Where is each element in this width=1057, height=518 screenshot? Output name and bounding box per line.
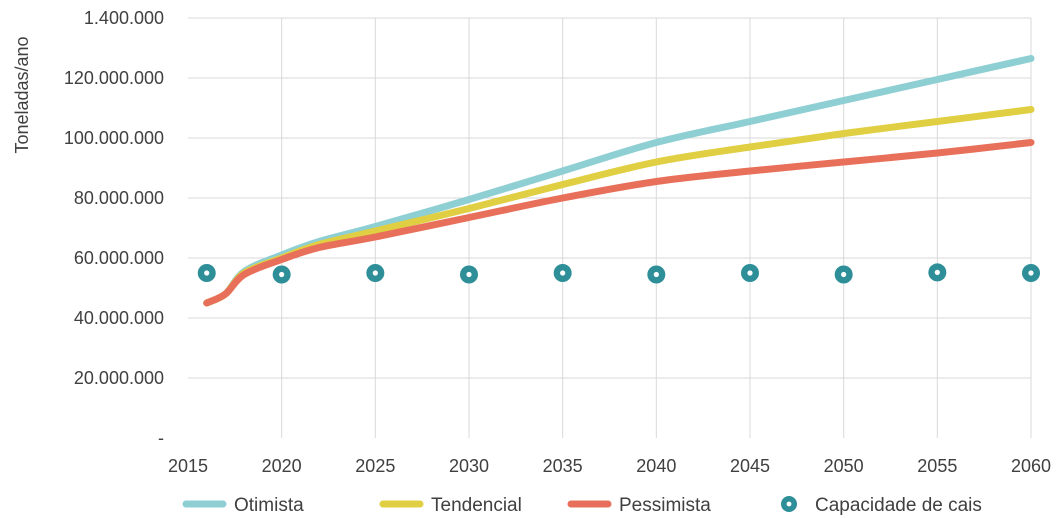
capacity-marker bbox=[741, 264, 759, 282]
capacity-marker-dot bbox=[466, 271, 472, 278]
y-axis-ticks: - 20.000.000 40.000.000 60.000.000 80.000.00… bbox=[64, 8, 164, 448]
grid bbox=[188, 17, 1032, 438]
x-tick-label: 2055 bbox=[917, 456, 957, 476]
capacity-marker-dot bbox=[279, 271, 285, 278]
x-tick-label: 2025 bbox=[355, 456, 395, 476]
capacity-marker bbox=[366, 264, 385, 282]
y-tick-label: 1.400.000 bbox=[84, 8, 164, 28]
legend-label: Pessimista bbox=[619, 495, 711, 516]
y-tick-label: 40.000.000 bbox=[74, 308, 164, 328]
legend-item: Tendencial bbox=[379, 495, 522, 516]
legend: Otimista Tendencial Pessimista Capacidade d… bbox=[182, 495, 982, 516]
y-tick-label: 60.000.000 bbox=[74, 248, 164, 268]
legend-item: Pessimista bbox=[567, 495, 711, 516]
legend-label: Tendencial bbox=[431, 495, 522, 516]
x-axis-ticks: 2015 2020 2025 2030 2035 2040 2045 2050 2055 2060 bbox=[168, 456, 1051, 476]
x-tick-label: 2020 bbox=[262, 456, 302, 476]
capacity-marker bbox=[928, 263, 947, 282]
capacity-marker-dot bbox=[560, 270, 566, 276]
y-tick-label: - bbox=[158, 428, 164, 448]
capacity-marker-dot bbox=[934, 269, 940, 275]
x-tick-label: 2060 bbox=[1011, 456, 1051, 476]
x-tick-label: 2015 bbox=[168, 456, 208, 476]
capacity-marker-dot bbox=[747, 270, 753, 276]
series-line-pessimista bbox=[203, 139, 1035, 307]
capacity-marker bbox=[647, 265, 666, 284]
capacity-marker bbox=[553, 264, 572, 282]
y-tick-label: 120.000.000 bbox=[64, 68, 164, 88]
capacity-marker bbox=[834, 265, 853, 284]
capacity-marker-dot bbox=[372, 270, 378, 276]
capacity-marker bbox=[1022, 264, 1040, 282]
capacity-marker bbox=[197, 264, 216, 282]
legend-item: Otimista bbox=[182, 495, 304, 516]
y-axis-label: Toneladas/ano bbox=[12, 36, 32, 153]
capacity-marker-dot bbox=[653, 271, 659, 278]
legend-label: Capacidade de cais bbox=[815, 495, 982, 516]
y-tick-label: 80.000.000 bbox=[74, 188, 164, 208]
capacity-marker bbox=[272, 265, 291, 284]
x-tick-label: 2040 bbox=[636, 456, 676, 476]
legend-marker-dot bbox=[786, 501, 792, 507]
series-line-otimista bbox=[203, 55, 1035, 307]
x-tick-label: 2050 bbox=[824, 456, 864, 476]
y-tick-label: 100.000.000 bbox=[64, 128, 164, 148]
series bbox=[197, 55, 1040, 307]
legend-item: Capacidade de cais bbox=[781, 495, 982, 516]
capacity-marker-dot bbox=[204, 270, 210, 276]
legend-label: Otimista bbox=[234, 495, 304, 516]
x-tick-label: 2035 bbox=[543, 456, 583, 476]
x-tick-label: 2030 bbox=[449, 456, 489, 476]
capacity-marker bbox=[460, 265, 478, 284]
capacity-marker-dot bbox=[841, 271, 847, 278]
x-tick-label: 2045 bbox=[730, 456, 770, 476]
capacity-marker-dot bbox=[1028, 270, 1034, 276]
y-tick-label: 20.000.000 bbox=[74, 368, 164, 388]
series-line-tendencial bbox=[203, 106, 1035, 307]
